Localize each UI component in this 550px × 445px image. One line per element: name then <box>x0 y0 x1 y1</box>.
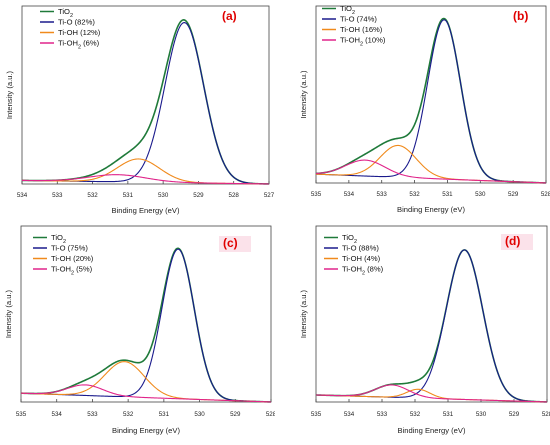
legend-entry-d: Ti-OH (4%) <box>342 254 381 263</box>
x-tick-label-c: 529 <box>230 411 241 418</box>
panel-label-d: (d) <box>505 234 520 248</box>
panel-label-bg-d <box>501 234 533 250</box>
x-tick-label-a: 530 <box>158 192 169 199</box>
x-axis-title-b: Binding Energy (eV) <box>397 205 465 214</box>
panel-b: 535 534 533 532 531 530 529 528 Binding Energy (… <box>275 0 550 222</box>
x-tick-label-b: 531 <box>442 191 453 198</box>
x-tick-label-d: 534 <box>344 411 355 418</box>
legend-entry-b: Ti-OH2 (10%) <box>340 36 386 48</box>
series-line-ti-oh2-c <box>20 384 272 403</box>
legend-entry-b: TiO2 <box>340 4 355 16</box>
series-line-ti-oh-c <box>20 361 272 403</box>
panel-d: 535 534 533 532 531 530 529 528 Binding Energy (… <box>275 223 550 445</box>
panel-a: 534 533 532 531 530 529 528 527 Binding Energy (… <box>0 0 275 222</box>
plot-frame-b <box>315 5 547 184</box>
x-tick-label-a: 527 <box>264 192 275 199</box>
x-tick-label-d: 531 <box>443 411 454 418</box>
x-tick-label-b: 529 <box>508 191 519 198</box>
legend-entry-a: Ti-OH (12%) <box>58 28 101 37</box>
legend-entry-d: TiO2 <box>342 233 357 245</box>
legend-entry-c: Ti-OH (20%) <box>51 254 94 263</box>
chart-b: 535 534 533 532 531 530 529 528 Binding Energy (… <box>299 4 550 214</box>
x-tick-label-a: 532 <box>87 192 98 199</box>
legend-entry-c: Ti-O (75%) <box>51 244 88 253</box>
legend-entry-a: TiO2 <box>58 7 73 19</box>
x-tick-label-c: 534 <box>52 411 63 418</box>
x-tick-label-c: 532 <box>123 411 134 418</box>
plot-frame-c <box>20 225 272 403</box>
panel-label-bg-c <box>219 236 251 252</box>
panel-label-c: (c) <box>223 236 238 250</box>
chart-a: 534 533 532 531 530 529 528 527 Binding Energy (… <box>5 5 275 215</box>
x-tick-label-b: 533 <box>377 191 388 198</box>
legend-entry-d: Ti-OH2 (8%) <box>342 265 384 277</box>
x-axis-title-a: Binding Energy (eV) <box>112 206 180 215</box>
legend-entry-c: TiO2 <box>51 233 66 245</box>
legend-entry-b: Ti-O (74%) <box>340 15 377 24</box>
x-tick-label-b: 528 <box>541 191 550 198</box>
x-tick-label-d: 529 <box>509 411 520 418</box>
legend-entry-d: Ti-O (88%) <box>342 244 379 253</box>
x-tick-label-d: 533 <box>377 411 388 418</box>
x-tick-label-a: 528 <box>229 192 240 199</box>
x-tick-label-b: 530 <box>475 191 486 198</box>
x-tick-label-a: 533 <box>52 192 63 199</box>
panel-c: 535 534 533 532 531 530 529 528 Binding Energy (… <box>0 223 275 445</box>
x-tick-label-b: 532 <box>409 191 420 198</box>
legend-entry-c: Ti-OH2 (5%) <box>51 265 93 277</box>
series-line-ti-oh-b <box>315 144 547 184</box>
chart-d: 535 534 533 532 531 530 529 528 Binding Energy (… <box>299 225 550 435</box>
plot-frame-a <box>21 5 270 185</box>
chart-c: 535 534 533 532 531 530 529 528 Binding Energy (… <box>4 225 275 435</box>
x-tick-label-d: 528 <box>542 411 550 418</box>
y-axis-title-b: Intensity (a.u.) <box>299 70 308 119</box>
y-axis-title-d: Intensity (a.u.) <box>299 289 308 338</box>
panel-label-a: (a) <box>222 9 237 23</box>
series-line-ti-oh2-b <box>315 159 547 184</box>
x-tick-label-a: 531 <box>123 192 134 199</box>
x-tick-label-b: 535 <box>311 191 322 198</box>
y-axis-title-a: Intensity (a.u.) <box>5 70 14 119</box>
series-line-ti-oh2-d <box>315 384 548 403</box>
x-tick-label-d: 535 <box>311 411 322 418</box>
x-tick-label-b: 534 <box>344 191 355 198</box>
x-axis-title-c: Binding Energy (eV) <box>112 426 180 435</box>
x-axis-title-d: Binding Energy (eV) <box>398 426 466 435</box>
panel-label-b: (b) <box>513 9 528 23</box>
x-tick-label-c: 531 <box>159 411 170 418</box>
x-tick-label-c: 533 <box>87 411 98 418</box>
x-tick-label-d: 530 <box>476 411 487 418</box>
series-line-ti-oh2-a <box>21 174 270 185</box>
y-axis-title-c: Intensity (a.u.) <box>4 289 13 338</box>
plot-frame-d <box>315 225 548 403</box>
x-tick-label-a: 529 <box>193 192 204 199</box>
legend-entry-a: Ti-O (82%) <box>58 18 95 27</box>
x-tick-label-c: 535 <box>16 411 27 418</box>
x-tick-label-a: 534 <box>17 192 28 199</box>
x-tick-label-c: 528 <box>266 411 275 418</box>
x-tick-label-d: 532 <box>410 411 421 418</box>
legend-entry-b: Ti-OH (16%) <box>340 25 383 34</box>
x-tick-label-c: 530 <box>194 411 205 418</box>
legend-entry-a: Ti-OH2 (6%) <box>58 39 100 51</box>
